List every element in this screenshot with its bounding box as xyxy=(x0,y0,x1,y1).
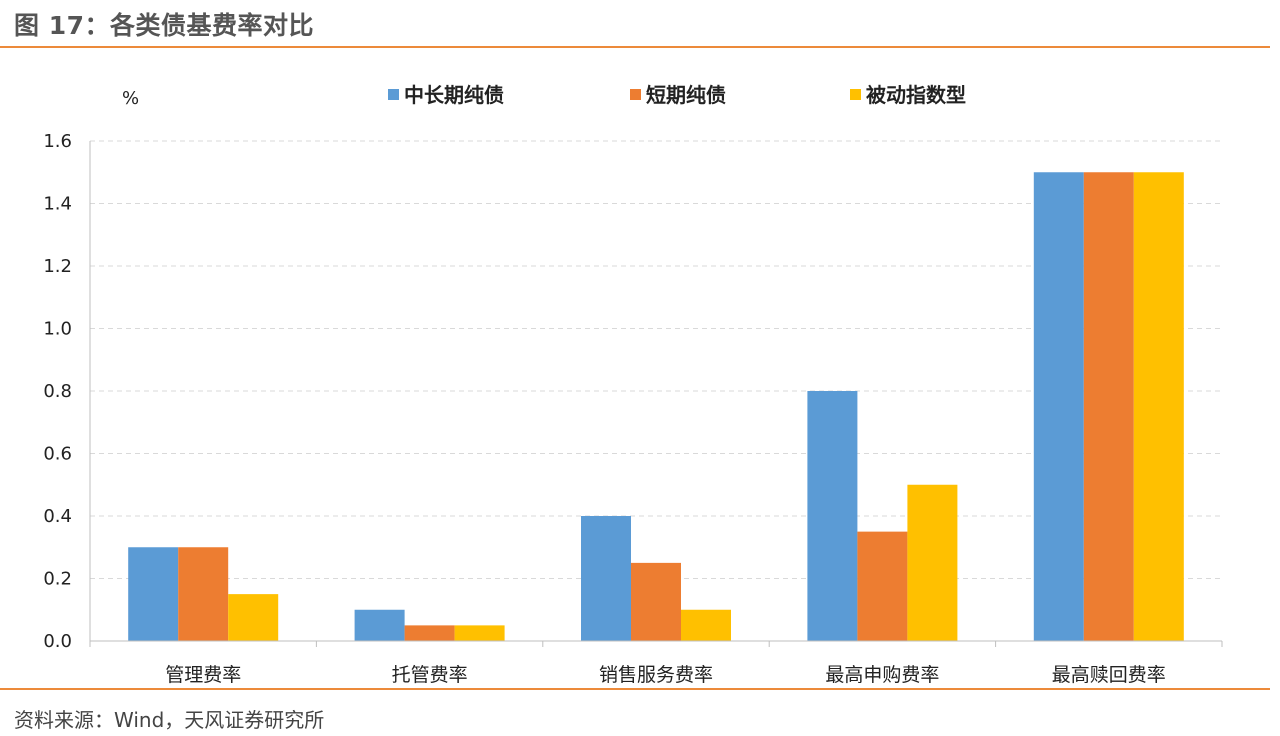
legend-swatch xyxy=(388,89,399,100)
category-label: 最高赎回费率 xyxy=(1052,664,1166,686)
legend: 中长期纯债 短期纯债 被动指数型 xyxy=(388,83,966,107)
y-tick-label: 0.2 xyxy=(43,569,72,590)
bar-chart: 0.0 0.2 0.4 0.6 0.8 1.0 1.2 1.4 1.6 管理费率 托管费率 销售服务… xyxy=(43,83,1223,686)
y-tick-labels: 0.0 0.2 0.4 0.6 0.8 1.0 1.2 1.4 1.6 xyxy=(43,131,72,652)
category-label: 销售服务费率 xyxy=(599,664,713,686)
category-label: 管理费率 xyxy=(165,664,241,686)
bar xyxy=(178,547,229,641)
legend-label: 中长期纯债 xyxy=(404,83,504,107)
bar xyxy=(454,625,505,641)
y-tick-label: 0.6 xyxy=(43,444,72,465)
bar xyxy=(857,531,908,641)
bar xyxy=(1033,172,1084,641)
legend-swatch xyxy=(850,89,861,100)
y-tick-label: 1.4 xyxy=(43,194,72,215)
top-divider xyxy=(0,46,1270,48)
category-label: 最高申购费率 xyxy=(825,664,939,686)
legend-label: 短期纯债 xyxy=(646,83,726,107)
figure-title: 图 17：各类债基费率对比 xyxy=(14,11,314,40)
y-tick-label: 0.0 xyxy=(43,631,72,652)
bar xyxy=(354,609,405,641)
y-tick-label: 1.2 xyxy=(43,256,72,277)
legend-label: 被动指数型 xyxy=(866,83,966,107)
bar xyxy=(1133,172,1184,641)
y-tick-label: 0.8 xyxy=(43,381,72,402)
bar xyxy=(631,562,681,641)
y-tick-label: 1.6 xyxy=(43,131,72,152)
bar xyxy=(128,547,179,641)
bars xyxy=(128,172,1184,641)
bar xyxy=(228,594,279,641)
legend-swatch xyxy=(630,89,641,100)
y-unit-label: % xyxy=(122,88,139,109)
bar xyxy=(681,609,731,641)
bar xyxy=(581,516,631,641)
bar xyxy=(1083,172,1134,641)
bottom-divider xyxy=(0,688,1270,690)
bar xyxy=(907,484,958,641)
y-tick-label: 1.0 xyxy=(43,319,72,340)
axes xyxy=(89,141,1223,647)
bar xyxy=(807,391,858,641)
source-note: 资料来源：Wind，天风证券研究所 xyxy=(14,708,325,732)
bar xyxy=(404,625,455,641)
y-tick-label: 0.4 xyxy=(43,506,72,527)
category-label: 托管费率 xyxy=(392,664,468,686)
category-labels: 管理费率 托管费率 销售服务费率 最高申购费率 最高赎回费率 xyxy=(165,664,1166,686)
